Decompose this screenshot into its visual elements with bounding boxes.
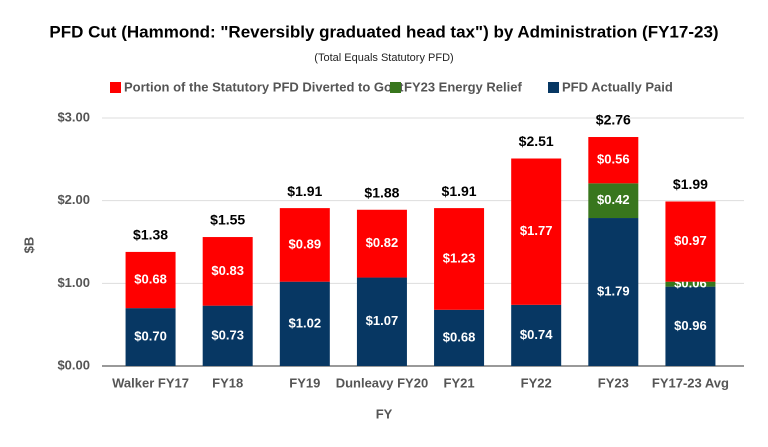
bar-segment (588, 218, 639, 366)
bar-segment (511, 158, 562, 305)
chart-title: PFD Cut (Hammond: "Reversibly graduated … (49, 22, 718, 41)
bar-segment (665, 281, 716, 287)
y-tick-label: $0.00 (57, 357, 90, 372)
x-tick-label: FY18 (212, 375, 243, 390)
value-label: $0.74 (520, 327, 553, 342)
total-label: $2.51 (519, 133, 554, 149)
chart-subtitle: (Total Equals Statutory PFD) (314, 52, 453, 64)
x-tick-label: FY17-23 Avg (652, 375, 729, 390)
bar-segment (202, 237, 253, 306)
value-label: $0.56 (597, 152, 630, 167)
bar-segment (125, 308, 176, 366)
x-tick-label: FY19 (289, 375, 320, 390)
bar-segment (665, 201, 716, 282)
x-axis-label: FY (376, 406, 393, 421)
total-label: $1.99 (673, 176, 708, 192)
total-label: $1.88 (364, 184, 399, 200)
bar-segment (356, 209, 407, 278)
bar-segment (356, 277, 407, 366)
total-label: $1.91 (442, 183, 477, 199)
value-label: $1.77 (520, 223, 553, 238)
value-label: $1.79 (597, 283, 630, 298)
value-label: $0.89 (289, 236, 322, 251)
y-axis-label: $B (21, 237, 36, 254)
bar-segment (665, 286, 716, 366)
bar-segment (125, 251, 176, 309)
total-label: $1.38 (133, 227, 168, 243)
x-tick-label: FY23 (598, 375, 629, 390)
value-label: $1.23 (443, 250, 476, 265)
bar-segment (279, 281, 330, 366)
value-label: $0.68 (134, 271, 167, 286)
bar-segment (511, 304, 562, 366)
legend-swatch (110, 82, 121, 93)
value-label: $0.70 (134, 329, 167, 344)
y-tick-label: $2.00 (57, 192, 90, 207)
x-tick-label: Walker FY17 (112, 375, 189, 390)
value-label: $0.96 (674, 318, 707, 333)
bar-segment (279, 208, 330, 282)
value-label: $1.02 (289, 315, 322, 330)
bar-segment (434, 309, 485, 366)
value-label: $0.68 (443, 329, 476, 344)
total-label: $2.76 (596, 112, 631, 128)
value-label: $0.73 (211, 327, 244, 342)
value-label: $0.83 (211, 263, 244, 278)
legend-swatch (548, 82, 559, 93)
total-label: $1.91 (287, 183, 322, 199)
legend-label: FY23 Energy Relief (404, 79, 522, 94)
value-label: $1.07 (366, 313, 399, 328)
value-label: $0.42 (597, 192, 630, 207)
y-tick-label: $3.00 (57, 109, 90, 124)
total-label: $1.55 (210, 212, 245, 228)
bar-segment (588, 137, 639, 184)
value-label: $0.82 (366, 235, 399, 250)
y-tick-label: $1.00 (57, 275, 90, 290)
legend-swatch (390, 82, 401, 93)
x-tick-label: FY22 (521, 375, 552, 390)
bar-segment (434, 208, 485, 310)
bar-segment (588, 183, 639, 219)
x-tick-label: FY21 (444, 375, 475, 390)
legend-label: Portion of the Statutory PFD Diverted to… (124, 79, 404, 94)
x-tick-label: Dunleavy FY20 (336, 375, 429, 390)
bar-segment (202, 305, 253, 366)
legend-label: PFD Actually Paid (562, 79, 673, 94)
value-label: $0.97 (674, 233, 707, 248)
